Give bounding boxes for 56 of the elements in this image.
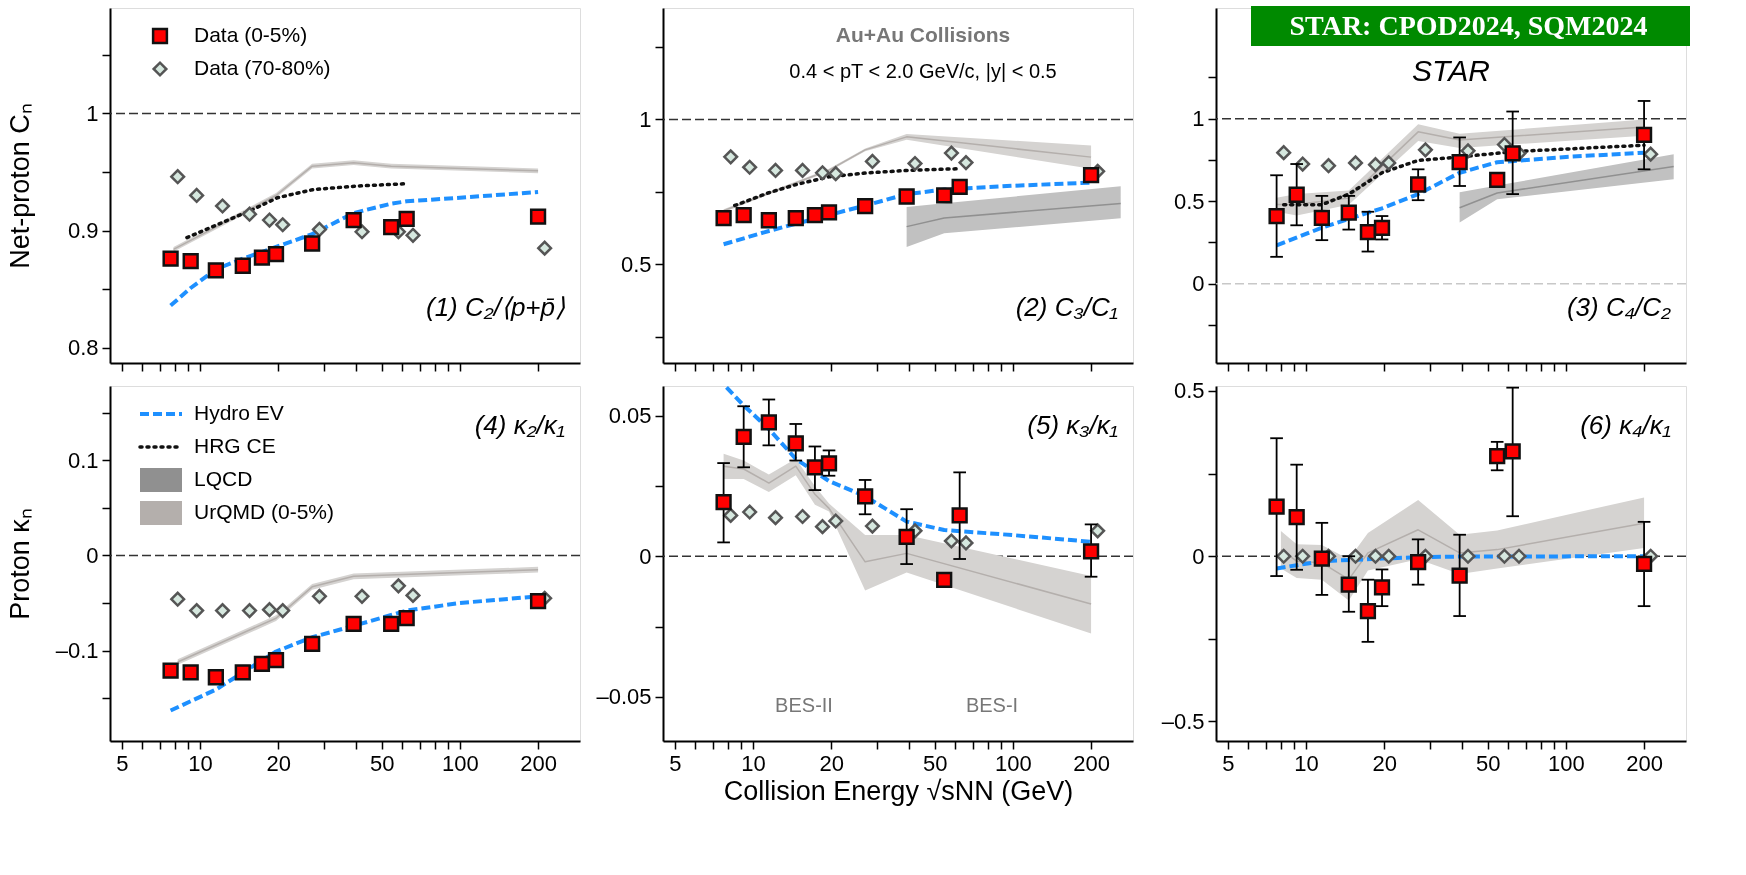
annotation: BES-II — [775, 694, 833, 716]
annotation: 0.4 < pT < 2.0 GeV/c, |y| < 0.5 — [789, 60, 1057, 82]
y-tick-label: 0.9 — [67, 218, 99, 244]
x-tick-label: 100 — [995, 750, 1032, 776]
y-tick-label: 0.5 — [1173, 378, 1205, 404]
x-tick-label: 10 — [1294, 750, 1319, 776]
legend-label: Data (0-5%) — [194, 23, 308, 46]
annotation: Au+Au Collisions — [835, 23, 1011, 46]
y-tick-label: –0.1 — [55, 638, 99, 664]
x-tick-label: 5 — [1222, 750, 1235, 776]
annotation: (4) κ₂/κ₁ — [474, 410, 565, 440]
legend-label: Data (70-80%) — [194, 56, 331, 79]
y-tick-label: 0.05 — [608, 403, 652, 429]
y-axis-title: Net-proton Cₙ — [4, 103, 35, 269]
x-tick-label: 5 — [116, 750, 129, 776]
x-axis-title: Collision Energy √sNN (GeV) — [723, 775, 1074, 806]
annotation: (6) κ₄/κ₁ — [1580, 410, 1671, 440]
x-tick-label: 200 — [520, 750, 557, 776]
legend-label: HRG CE — [194, 434, 276, 457]
annotation: BES-I — [965, 694, 1019, 716]
legend-label: Hydro EV — [194, 401, 284, 424]
y-tick-label: –0.05 — [596, 684, 652, 710]
x-tick-label: 20 — [1372, 750, 1398, 776]
x-tick-label: 20 — [266, 750, 292, 776]
x-tick-label: 10 — [741, 750, 766, 776]
y-tick-label: 0 — [86, 542, 99, 568]
x-tick-label: 50 — [922, 750, 948, 776]
x-tick-label: 200 — [1073, 750, 1110, 776]
x-tick-label: 10 — [188, 750, 213, 776]
x-tick-label: 100 — [1548, 750, 1585, 776]
annotation: (5) κ₃/κ₁ — [1027, 410, 1118, 440]
y-tick-label: 0.5 — [1173, 188, 1205, 214]
annotation: STAR: CPOD2024, SQM2024 — [1289, 10, 1648, 41]
y-tick-label: 1 — [1192, 106, 1205, 132]
x-tick-label: 200 — [1626, 750, 1663, 776]
y-tick-label: 0.5 — [620, 251, 652, 277]
x-tick-label: 5 — [669, 750, 682, 776]
annotation: (2) C₃/C₁ — [1015, 292, 1118, 322]
annotation: (3) C₄/C₂ — [1566, 292, 1672, 322]
y-tick-label: –0.5 — [1161, 709, 1205, 734]
x-tick-label: 20 — [819, 750, 845, 776]
x-tick-label: 50 — [1475, 750, 1501, 776]
y-axis-title: Proton κₙ — [4, 508, 35, 620]
y-tick-label: 0.8 — [67, 335, 99, 361]
y-tick-label: 0 — [639, 543, 652, 569]
y-tick-label: 0 — [1192, 543, 1205, 569]
x-tick-label: 50 — [369, 750, 395, 776]
y-tick-label: 1 — [86, 100, 99, 126]
legend-label: UrQMD (0-5%) — [194, 500, 334, 523]
annotation: (1) C₂/⟨p+p̄⟩ — [425, 292, 565, 322]
annotation: STAR — [1412, 54, 1490, 87]
y-tick-label: 0.1 — [67, 447, 99, 473]
y-tick-label: 0 — [1192, 271, 1205, 297]
legend-label: LQCD — [194, 467, 253, 490]
x-tick-label: 100 — [442, 750, 479, 776]
y-tick-label: 1 — [639, 106, 652, 132]
